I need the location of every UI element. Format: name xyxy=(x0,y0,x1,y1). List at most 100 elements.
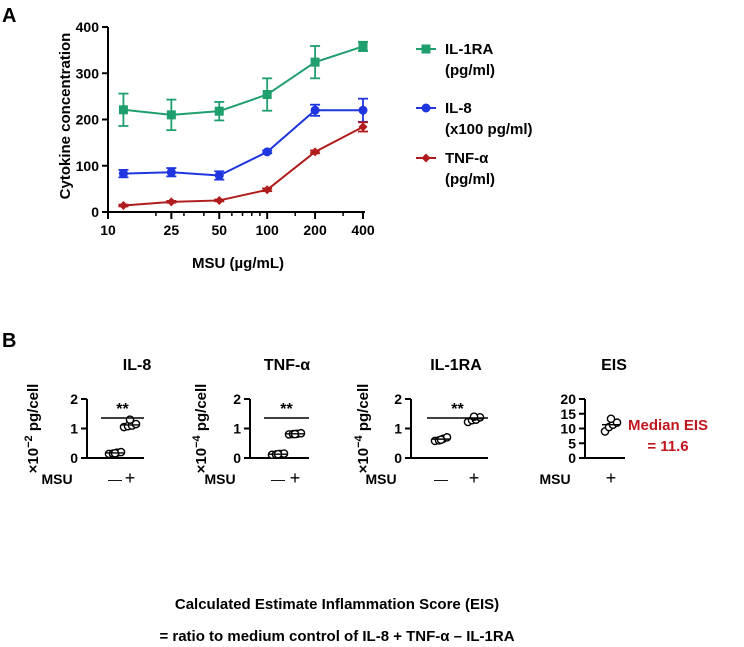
panel-b-title-eis: EIS xyxy=(601,357,627,374)
legend-unit-tnf: (pg/ml) xyxy=(445,171,495,188)
panel-b-letter: B xyxy=(2,330,16,352)
legend-unit-il1ra: (pg/ml) xyxy=(445,62,495,79)
panel-b-msu-label: MSU xyxy=(41,471,72,487)
panel-a-x-tick-label: 400 xyxy=(351,222,375,238)
panel-a-y-tick-label: 100 xyxy=(76,158,100,174)
panel-b-data-point xyxy=(131,419,141,429)
y-label-exponent: −4 xyxy=(191,434,203,447)
data-point-il8 xyxy=(118,169,128,179)
panel-b-y-tick-label: 1 xyxy=(70,421,78,437)
panel-b-group-label: — xyxy=(434,471,448,487)
legend-label-il8: IL-8 xyxy=(445,100,472,117)
data-point-tnf xyxy=(262,185,272,195)
legend-unit-il8: (x100 pg/ml) xyxy=(445,121,533,138)
data-point-il1ra xyxy=(214,106,224,116)
panel-b-y-tick-label: 10 xyxy=(560,421,576,437)
y-label-exponent: −2 xyxy=(23,435,35,448)
legend-label-il1ra: IL-1RA xyxy=(445,41,494,58)
data-point-il8 xyxy=(166,167,176,177)
data-point-tnf xyxy=(358,122,368,132)
panel-b-y-label-il1ra: ×10−4 pg/cell xyxy=(353,384,372,474)
panel-a-y-tick-label: 300 xyxy=(76,65,100,81)
panel-a-x-tick-label: 200 xyxy=(303,222,327,238)
panel-b-group-label: — xyxy=(108,471,122,487)
caption-line1: Calculated Estimate Inflammation Score (… xyxy=(175,596,499,613)
panel-a-x-label: MSU (µg/mL) xyxy=(192,255,284,272)
significance-stars: ** xyxy=(451,401,464,418)
y-label-prefix: ×10 xyxy=(193,448,210,473)
panel-b-y-tick-label: 20 xyxy=(560,391,576,407)
panel-a-x-tick-label: 10 xyxy=(100,222,116,238)
panel-b-y-label-tnf: ×10−4 pg/cell xyxy=(191,384,210,474)
median-eis-line2: = 11.6 xyxy=(647,438,688,455)
panel-b-group-label: — xyxy=(271,471,285,487)
series-line-il8 xyxy=(123,109,363,177)
panel-b-y-tick-label: 0 xyxy=(568,450,576,466)
y-label-suffix: pg/cell xyxy=(355,384,372,436)
data-point-tnf xyxy=(118,201,128,211)
panel-b-y-tick-label: 2 xyxy=(70,391,78,407)
legend-marker-il1ra xyxy=(421,44,431,54)
data-point-il1ra xyxy=(262,90,272,100)
panel-b-y-label-il8: ×10−2 pg/cell xyxy=(23,384,42,474)
legend-marker-tnf xyxy=(421,153,431,163)
panel-a-y-tick-label: 400 xyxy=(76,19,100,35)
legend-label-tnf: TNF-α xyxy=(445,150,489,167)
median-eis-line1: Median EIS xyxy=(628,417,708,434)
panel-b-msu-label: MSU xyxy=(539,471,570,487)
data-point-il8 xyxy=(214,170,224,180)
legend-marker-il8 xyxy=(421,103,431,113)
panel-a-y-tick-label: 0 xyxy=(91,204,99,220)
panel-b-msu-label: MSU xyxy=(365,471,396,487)
data-point-tnf xyxy=(214,195,224,205)
series-line-il1ra xyxy=(123,45,364,116)
panel-a-y-tick-label: 200 xyxy=(76,112,100,128)
panel-b-y-tick-label: 1 xyxy=(233,421,241,437)
significance-stars: ** xyxy=(116,401,129,418)
data-point-il8 xyxy=(262,147,272,157)
caption-line2: = ratio to medium control of IL-8 + TNF-… xyxy=(159,628,514,645)
y-label-suffix: pg/cell xyxy=(193,384,210,436)
panel-b-title-il1ra: IL-1RA xyxy=(430,357,482,374)
panel-b-y-tick-label: 15 xyxy=(560,406,576,422)
panel-b-group-label: + xyxy=(125,468,136,488)
panel-b-y-tick-label: 0 xyxy=(394,450,402,466)
panel-b-msu-label: MSU xyxy=(204,471,235,487)
panel-b-data-point xyxy=(606,414,616,424)
panel-b-group-label: + xyxy=(469,468,480,488)
significance-stars: ** xyxy=(280,401,293,418)
panel-a-x-tick-label: 25 xyxy=(164,222,180,238)
panel-b-title-tnf: TNF-α xyxy=(264,357,310,374)
panel-a-legend: IL-1RA (pg/ml) IL-8 (x100 pg/ml) TNF-α (pg/ml… xyxy=(416,41,533,188)
panel-b-y-tick-label: 2 xyxy=(394,391,402,407)
panel-a-y-label: Cytokine concentration xyxy=(57,33,74,200)
data-point-tnf xyxy=(310,147,320,157)
panel-b-group-label: + xyxy=(290,468,301,488)
data-point-il1ra xyxy=(118,105,128,115)
panel-a-chart: 0 100 200 300 400 10 25 50 100 200 400 xyxy=(76,19,375,238)
data-point-tnf xyxy=(166,197,176,207)
panel-a-letter: A xyxy=(2,5,16,27)
data-point-il1ra xyxy=(358,41,368,51)
data-point-il1ra xyxy=(310,57,320,67)
y-label-prefix: ×10 xyxy=(25,448,42,473)
panel-b-y-tick-label: 0 xyxy=(70,450,78,466)
panel-a-x-tick-label: 100 xyxy=(255,222,279,238)
data-point-il8 xyxy=(310,105,320,115)
panel-b-group-label: + xyxy=(606,468,617,488)
series-line-tnf xyxy=(123,126,364,207)
y-label-suffix: pg/cell xyxy=(25,384,42,436)
y-label-prefix: ×10 xyxy=(355,448,372,473)
y-label-exponent: −4 xyxy=(353,434,365,447)
data-point-il1ra xyxy=(166,110,176,120)
panel-b-y-tick-label: 5 xyxy=(568,435,576,451)
panel-b-y-tick-label: 1 xyxy=(394,421,402,437)
panel-a-x-tick-label: 50 xyxy=(211,222,227,238)
panel-b-y-tick-label: 2 xyxy=(233,391,241,407)
